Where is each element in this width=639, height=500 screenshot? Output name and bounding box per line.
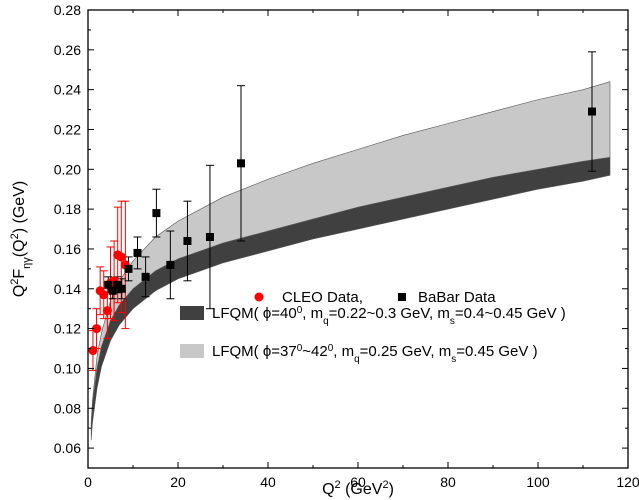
x-axis-title-rest: (GeV <box>341 481 383 498</box>
x-axis-title-base: Q <box>322 481 334 498</box>
y-tick-label: 0.18 <box>54 201 81 217</box>
legend-cleo-label: CLEO Data, <box>282 289 363 306</box>
legend-label-part: =0.4~0.45 GeV ) <box>455 305 566 322</box>
y-tick-label: 0.20 <box>54 161 81 177</box>
points-layer <box>88 107 596 356</box>
y-tick-label: 0.28 <box>54 2 81 18</box>
legend-label-part: q <box>323 316 329 327</box>
y-axis-title-sup1: 2 <box>9 279 21 285</box>
legend-label-part: LFQM( ϕ=40 <box>212 305 297 322</box>
legend-label-part: q <box>354 354 360 365</box>
x-axis-title-close: ) <box>389 481 394 498</box>
x-axis-title: Q2 (GeV2) <box>322 479 394 498</box>
legend-label-part: ~42 <box>302 343 327 360</box>
legend-label-part: =0.25 GeV, m <box>360 343 452 360</box>
babar-point <box>205 233 214 242</box>
x-tick-label: 20 <box>170 474 186 490</box>
legend-label-part: 0 <box>297 343 303 354</box>
band-2 <box>90 81 611 425</box>
babar-point <box>183 236 192 245</box>
y-tick-label: 0.22 <box>54 121 81 137</box>
legend-label-part: s <box>450 316 455 327</box>
cleo-point <box>102 306 112 316</box>
x-tick-label: 60 <box>350 474 366 490</box>
y-tick-label: 0.06 <box>54 440 81 456</box>
legend-babar-label: BaBar Data <box>418 289 496 306</box>
y-axis-title: Q2Fηγ(Q2) (GeV) <box>9 181 33 297</box>
axes-layer: 0 20 40 60 80 100 1200.060.080.100.120.140.160… <box>54 2 639 490</box>
x-axis-title-sup2: 2 <box>382 479 388 491</box>
x-tick-label: 100 <box>526 474 550 490</box>
babar-point <box>152 209 161 218</box>
legend-label-part: 0 <box>297 305 303 316</box>
y-tick-label: 0.24 <box>54 82 81 98</box>
x-tick-label: 120 <box>616 474 639 490</box>
y-axis-title-sub: ηγ <box>21 257 33 269</box>
legend-label-part: =0.45 GeV ) <box>456 343 537 360</box>
y-tick-label: 0.12 <box>54 321 81 337</box>
babar-point <box>113 280 122 289</box>
legend-label-part: LFQM( ϕ=37 <box>212 343 297 360</box>
y-axis-title-p3: (Q <box>11 239 28 257</box>
legend-light-band-swatch <box>180 344 204 358</box>
legend-dark-band-swatch <box>180 306 204 320</box>
babar-point <box>141 272 150 281</box>
babar-point <box>117 284 126 293</box>
y-axis-title-sup2: 2 <box>9 233 21 239</box>
x-tick-label: 80 <box>440 474 456 490</box>
y-tick-label: 0.10 <box>54 360 81 376</box>
legend-dark-band-label: LFQM( ϕ=400, mq=0.22~0.3 GeV, ms=0.4~0.4… <box>212 305 566 327</box>
cleo-point <box>92 324 102 334</box>
legend-babar-marker <box>398 293 406 301</box>
legend: CLEO Data, BaBar Data LFQM( ϕ=400, mq=0.… <box>180 289 566 365</box>
legend-label-part: =0.22~0.3 GeV, m <box>329 305 450 322</box>
y-tick-label: 0.14 <box>54 281 81 297</box>
legend-label-part: , m <box>333 343 354 360</box>
babar-point <box>108 286 117 295</box>
babar-point <box>124 264 133 273</box>
legend-label-part: 0 <box>328 343 334 354</box>
legend-label-part: s <box>451 354 456 365</box>
x-axis-title-sup: 2 <box>335 479 341 491</box>
babar-point <box>133 248 142 257</box>
legend-light-band-label: LFQM( ϕ=370~420, mq=0.25 GeV, ms=0.45 Ge… <box>212 343 538 365</box>
cleo-point <box>116 252 126 262</box>
y-tick-label: 0.26 <box>54 42 81 58</box>
x-tick-label: 40 <box>260 474 276 490</box>
cleo-point <box>99 290 109 300</box>
babar-point <box>237 159 245 168</box>
babar-point <box>588 107 596 116</box>
babar-point <box>104 280 113 289</box>
y-axis-title-p1: Q <box>11 285 28 297</box>
legend-label-part: , m <box>302 305 323 322</box>
cleo-point <box>88 346 98 356</box>
y-tick-label: 0.16 <box>54 241 81 257</box>
legend-cleo-marker <box>254 292 264 302</box>
y-axis-title-p2: F <box>11 269 28 279</box>
y-tick-label: 0.08 <box>54 400 81 416</box>
y-axis-title-p4: ) (GeV) <box>11 181 28 233</box>
x-tick-label: 0 <box>84 474 92 490</box>
babar-point <box>166 260 175 269</box>
